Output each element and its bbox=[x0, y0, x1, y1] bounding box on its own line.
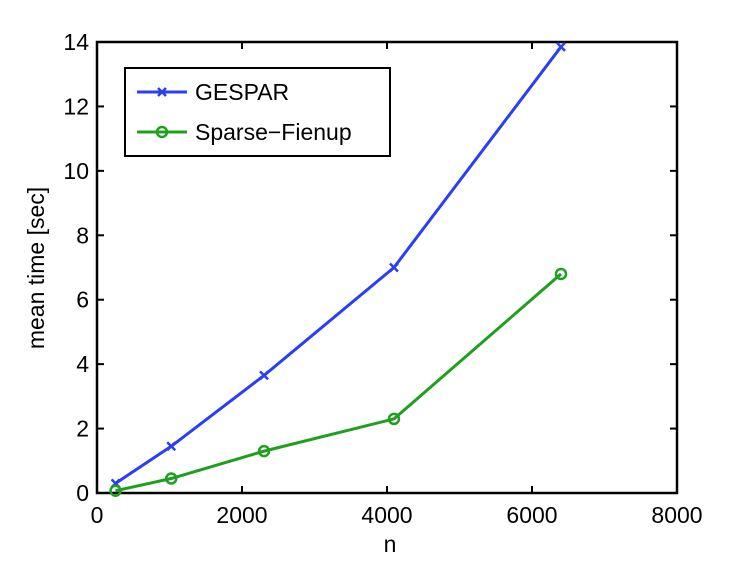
x-tick-label: 0 bbox=[91, 502, 104, 528]
y-tick-label: 2 bbox=[76, 416, 89, 442]
series-line bbox=[115, 272, 562, 493]
legend-label: Sparse−Fienup bbox=[195, 119, 352, 145]
y-tick-label: 10 bbox=[63, 158, 89, 184]
data-point bbox=[164, 472, 178, 485]
x-axis-label: n bbox=[384, 531, 397, 557]
legend-marker bbox=[157, 87, 167, 97]
x-tick-label: 6000 bbox=[506, 502, 557, 528]
data-point bbox=[387, 412, 401, 426]
y-tick-label: 8 bbox=[76, 222, 89, 248]
legend-marker bbox=[155, 125, 169, 139]
data-point bbox=[257, 444, 271, 458]
legend-label: GESPAR bbox=[195, 79, 289, 105]
y-tick-label: 14 bbox=[63, 29, 89, 55]
x-tick-label: 8000 bbox=[651, 502, 702, 528]
data-point bbox=[259, 370, 269, 381]
y-tick-label: 6 bbox=[76, 287, 89, 313]
x-tick-label: 2000 bbox=[216, 502, 267, 528]
x-tick-label: 4000 bbox=[361, 502, 412, 528]
y-tick-label: 4 bbox=[76, 351, 89, 377]
data-point bbox=[389, 262, 399, 273]
y-tick-label: 12 bbox=[63, 93, 89, 119]
data-point bbox=[166, 441, 177, 452]
legend-box bbox=[124, 67, 391, 157]
data-point bbox=[554, 267, 568, 281]
y-tick-label: 0 bbox=[76, 480, 89, 506]
data-point bbox=[109, 484, 122, 497]
data-point bbox=[556, 41, 566, 52]
y-axis-label: mean time [sec] bbox=[23, 187, 49, 349]
